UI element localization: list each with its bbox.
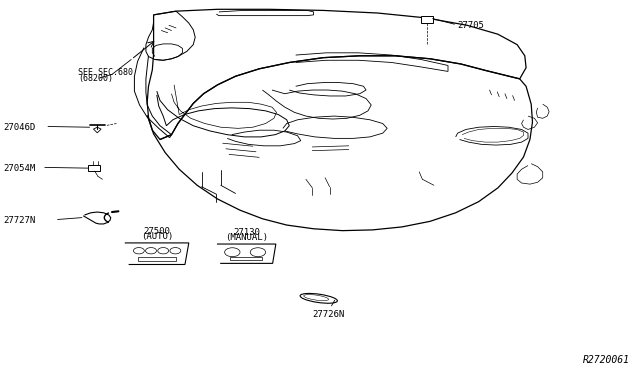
Bar <box>421 16 433 23</box>
Text: (68200): (68200) <box>78 74 113 83</box>
Bar <box>88 165 100 171</box>
Text: 27726N: 27726N <box>312 310 344 318</box>
Text: (AUTO): (AUTO) <box>141 232 173 241</box>
Text: 27054M: 27054M <box>3 164 35 173</box>
Text: 27046D: 27046D <box>3 123 35 132</box>
Text: SEE SEC.680: SEE SEC.680 <box>78 68 133 77</box>
Text: 27705: 27705 <box>457 21 484 30</box>
Bar <box>230 257 262 260</box>
Text: 27500: 27500 <box>143 227 170 236</box>
Text: 27727N: 27727N <box>3 216 35 225</box>
Text: 27130: 27130 <box>233 228 260 237</box>
Bar <box>138 257 176 261</box>
Text: R2720061: R2720061 <box>584 355 630 365</box>
Text: (MANUAL): (MANUAL) <box>225 233 268 242</box>
